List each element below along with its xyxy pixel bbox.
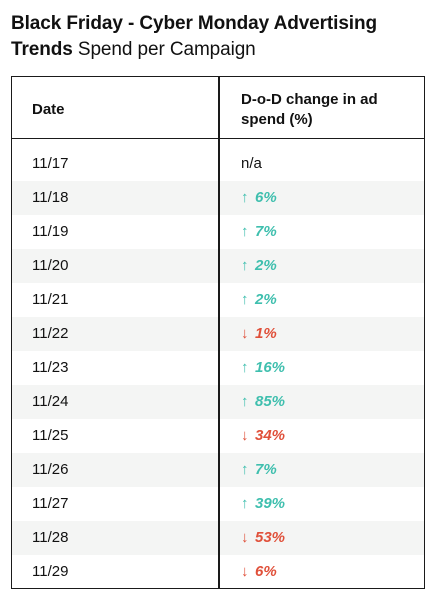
date-cell: 11/17	[32, 155, 69, 172]
header-date: Date	[32, 101, 65, 118]
date-cell: 11/28	[32, 529, 69, 546]
change-value: 85%	[255, 393, 286, 410]
table-row: 11/21 ↑ 2%	[12, 283, 424, 317]
change-cell: ↑ 6%	[241, 181, 277, 215]
date-cell: 11/25	[32, 427, 69, 444]
change-value: 39%	[255, 495, 286, 512]
change-cell: ↑ 16%	[241, 351, 285, 385]
change-cell: ↑ 7%	[241, 215, 277, 249]
arrow-down-icon: ↓	[241, 325, 249, 342]
change-cell: ↓ 1%	[241, 317, 277, 351]
change-cell: ↓ 6%	[241, 555, 277, 589]
arrow-up-icon: ↑	[241, 291, 249, 308]
change-value: 53%	[255, 529, 286, 546]
change-cell: ↑ 39%	[241, 487, 285, 521]
change-value: 2%	[255, 291, 277, 308]
change-cell: ↑ 7%	[241, 453, 277, 487]
arrow-down-icon: ↓	[241, 563, 249, 580]
change-cell: ↑ 2%	[241, 249, 277, 283]
ad-spend-table: Date D-o-D change in ad spend (%) 11/17 n…	[11, 76, 425, 589]
change-value: 7%	[255, 223, 277, 240]
date-cell: 11/23	[32, 359, 69, 376]
date-cell: 11/27	[32, 495, 69, 512]
table-row: 11/23 ↑ 16%	[12, 351, 424, 385]
arrow-up-icon: ↑	[241, 393, 249, 410]
date-cell: 11/19	[32, 223, 69, 240]
table-row: 11/19 ↑ 7%	[12, 215, 424, 249]
date-cell: 11/18	[32, 189, 69, 206]
change-cell: ↑ 85%	[241, 385, 285, 419]
change-value: 1%	[255, 325, 277, 342]
date-cell: 11/22	[32, 325, 69, 342]
arrow-up-icon: ↑	[241, 461, 249, 478]
date-cell: 11/21	[32, 291, 69, 308]
arrow-up-icon: ↑	[241, 495, 249, 512]
table-row: 11/29 ↓ 6%	[12, 555, 424, 589]
title-bold: Black Friday - Cyber Monday Advertising …	[11, 13, 377, 60]
arrow-up-icon: ↑	[241, 359, 249, 376]
change-value: 7%	[255, 461, 277, 478]
date-cell: 11/29	[32, 563, 69, 580]
page-title: Black Friday - Cyber Monday Advertising …	[11, 11, 431, 63]
change-cell: ↑ 2%	[241, 283, 277, 317]
table-row: 11/27 ↑ 39%	[12, 487, 424, 521]
date-cell: 11/26	[32, 461, 69, 478]
arrow-up-icon: ↑	[241, 223, 249, 240]
arrow-up-icon: ↑	[241, 257, 249, 274]
title-subtitle: Spend per Campaign	[77, 39, 256, 60]
change-cell: ↓ 53%	[241, 521, 285, 555]
date-cell: 11/24	[32, 393, 69, 410]
change-value: 2%	[255, 257, 277, 274]
header-change: D-o-D change in ad spend (%)	[241, 91, 378, 128]
table-row: 11/17 n/a	[12, 147, 424, 181]
table-row: 11/25 ↓ 34%	[12, 419, 424, 453]
change-value: 16%	[255, 359, 286, 376]
change-value: 6%	[255, 189, 277, 206]
change-cell: ↓ 34%	[241, 419, 285, 453]
change-cell: n/a	[241, 147, 262, 181]
column-divider	[218, 77, 220, 588]
arrow-down-icon: ↓	[241, 529, 249, 546]
change-value: n/a	[241, 155, 262, 172]
change-value: 34%	[255, 427, 286, 444]
date-cell: 11/20	[32, 257, 69, 274]
arrow-down-icon: ↓	[241, 427, 249, 444]
arrow-up-icon: ↑	[241, 189, 249, 206]
change-value: 6%	[255, 563, 277, 580]
